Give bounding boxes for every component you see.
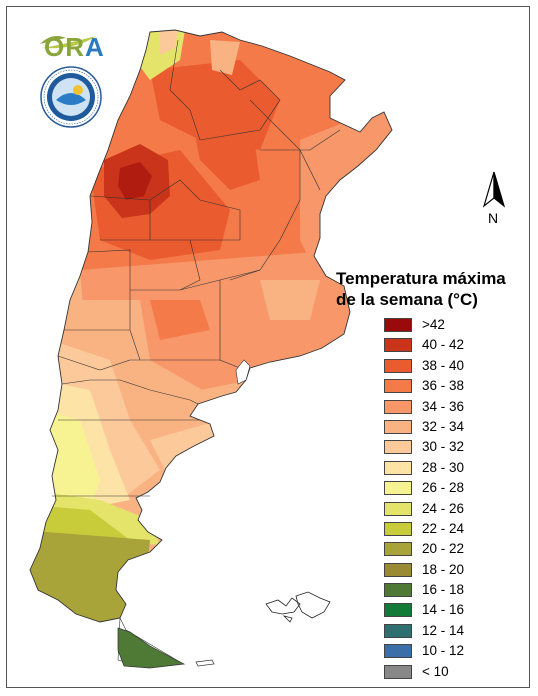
legend-item: 28 - 30 [384, 459, 524, 479]
legend-label: 36 - 38 [422, 378, 465, 394]
isla-de-los-estados [195, 659, 215, 667]
legend-label: 14 - 16 [422, 602, 465, 618]
legend-item: 20 - 22 [384, 540, 524, 560]
legend-label: 12 - 14 [422, 622, 465, 638]
legend-swatch [384, 419, 412, 434]
legend-item: 38 - 40 [384, 357, 524, 377]
legend-item: 36 - 38 [384, 377, 524, 397]
legend-label: 10 - 12 [422, 643, 465, 659]
legend-swatch [384, 583, 412, 598]
tierra-del-fuego [117, 627, 186, 669]
north-label: N [488, 210, 499, 226]
malvinas-islands [265, 591, 331, 623]
legend-label: 24 - 26 [422, 500, 465, 516]
legend-swatch [384, 338, 412, 353]
legend-title-line1: Temperatura máxima [336, 269, 506, 288]
legend-label: 20 - 22 [422, 541, 465, 557]
legend-label: 30 - 32 [422, 439, 465, 455]
smn-seal-logo [40, 66, 102, 128]
legend-item: 30 - 32 [384, 438, 524, 458]
legend-label: 28 - 30 [422, 459, 465, 475]
legend-label: 34 - 36 [422, 398, 465, 414]
legend-item: 16 - 18 [384, 581, 524, 601]
legend-label: 32 - 34 [422, 418, 465, 434]
legend-label: 38 - 40 [422, 357, 465, 373]
legend-label: 16 - 18 [422, 582, 465, 598]
rio-de-la-plata [235, 359, 251, 385]
legend-item: 26 - 28 [384, 479, 524, 499]
legend-swatch [384, 379, 412, 394]
ora-leaf-icon [40, 36, 96, 49]
legend-item: 34 - 36 [384, 398, 524, 418]
legend-swatch [384, 521, 412, 536]
legend-swatch [384, 501, 412, 516]
north-arrow: N [478, 170, 514, 228]
legend-label: 40 - 42 [422, 337, 465, 353]
legend-item: < 10 [384, 663, 524, 683]
province-boundaries [29, 29, 393, 667]
legend-swatch [384, 460, 412, 475]
legend-item: 12 - 14 [384, 622, 524, 642]
legend-swatch [384, 358, 412, 373]
legend-swatch [384, 440, 412, 455]
legend-swatch [384, 623, 412, 638]
legend: >42 40 - 42 38 - 40 36 - 38 34 - 36 32 - 34 30… [384, 316, 524, 683]
legend-label: < 10 [422, 663, 449, 679]
legend-label: 26 - 28 [422, 480, 465, 496]
legend-swatch [384, 542, 412, 557]
legend-swatch [384, 399, 412, 414]
legend-item: >42 [384, 316, 524, 336]
legend-item: 24 - 26 [384, 500, 524, 520]
north-arrow-icon [482, 171, 506, 208]
legend-item: 32 - 34 [384, 418, 524, 438]
legend-label: >42 [422, 317, 445, 332]
legend-swatch [384, 603, 412, 618]
legend-label: 18 - 20 [422, 561, 465, 577]
legend-swatch [384, 562, 412, 577]
ora-logo-text: ORA [44, 32, 105, 62]
legend-swatch [384, 318, 412, 332]
legend-swatch [384, 664, 412, 679]
legend-swatch [384, 644, 412, 659]
legend-title-line2: de la semana (°C) [336, 290, 478, 309]
legend-item: 10 - 12 [384, 642, 524, 662]
legend-title: Temperatura máxima de la semana (°C) [336, 268, 532, 310]
legend-swatch [384, 481, 412, 496]
ora-logo: ORA [36, 30, 106, 62]
legend-item: 14 - 16 [384, 601, 524, 621]
legend-label: 22 - 24 [422, 520, 465, 536]
legend-item: 18 - 20 [384, 561, 524, 581]
legend-item: 40 - 42 [384, 336, 524, 356]
legend-item: 22 - 24 [384, 520, 524, 540]
